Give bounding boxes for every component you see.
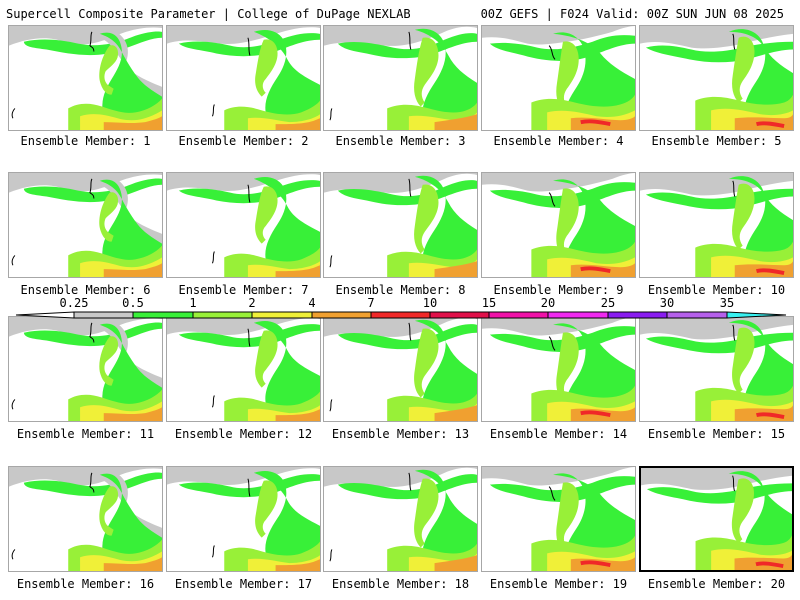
sc-map: [167, 26, 320, 130]
sc-map: [482, 26, 635, 130]
sc-map: [9, 467, 162, 571]
sc-map: [9, 317, 162, 421]
ensemble-member-label: Ensemble Member: 1: [20, 134, 151, 148]
ensemble-panel[interactable]: [166, 172, 321, 278]
ensemble-panel[interactable]: [481, 172, 636, 278]
page-title: Supercell Composite Parameter | College …: [6, 7, 411, 21]
ensemble-member-label: Ensemble Member: 16: [16, 577, 155, 591]
colorbar-tick-label: 2: [248, 296, 256, 310]
colorbar-tick-label: 7: [367, 296, 375, 310]
ensemble-panel[interactable]: [323, 316, 478, 422]
colorbar-tick-label: 25: [600, 296, 616, 310]
sc-map: [482, 173, 635, 277]
sc-map: [641, 468, 792, 570]
ensemble-member-label: Ensemble Member: 15: [647, 427, 786, 441]
sc-map: [324, 317, 477, 421]
ensemble-panel[interactable]: [166, 316, 321, 422]
sc-map: [9, 26, 162, 130]
colorbar-tick-label: 10: [422, 296, 438, 310]
header-bar: Supercell Composite Parameter | College …: [0, 0, 800, 25]
colorbar-tick-label: 1: [189, 296, 197, 310]
colorbar-tick-label: 0.5: [122, 296, 144, 310]
ensemble-panel[interactable]: [639, 316, 794, 422]
sc-map: [167, 173, 320, 277]
ensemble-panel[interactable]: [639, 25, 794, 131]
sc-map: [640, 317, 793, 421]
sc-map: [482, 317, 635, 421]
ensemble-panel[interactable]: [639, 466, 794, 572]
ensemble-panel[interactable]: [639, 172, 794, 278]
sc-map: [324, 173, 477, 277]
ensemble-panel[interactable]: [8, 466, 163, 572]
sc-map: [482, 467, 635, 571]
colorbar-tick-label: 4: [308, 296, 316, 310]
ensemble-member-label: Ensemble Member: 2: [178, 134, 309, 148]
ensemble-member-label: Ensemble Member: 8: [335, 283, 466, 297]
ensemble-member-label: Ensemble Member: 4: [493, 134, 624, 148]
sc-map: [640, 173, 793, 277]
ensemble-panel[interactable]: [166, 466, 321, 572]
sc-map: [9, 173, 162, 277]
colorbar-tick-label: 30: [659, 296, 675, 310]
ensemble-panel[interactable]: [323, 466, 478, 572]
ensemble-member-label: Ensemble Member: 3: [335, 134, 466, 148]
ensemble-member-label: Ensemble Member: 12: [174, 427, 313, 441]
ensemble-panel[interactable]: [481, 466, 636, 572]
colorbar-tick-label: 15: [481, 296, 497, 310]
ensemble-panel[interactable]: [481, 316, 636, 422]
sc-map: [167, 317, 320, 421]
ensemble-member-label: Ensemble Member: 18: [331, 577, 470, 591]
colorbar-tick-label: 0.25: [59, 296, 89, 310]
ensemble-panel[interactable]: [8, 172, 163, 278]
ensemble-member-label: Ensemble Member: 7: [178, 283, 309, 297]
ensemble-panel[interactable]: [166, 25, 321, 131]
ensemble-panel[interactable]: [481, 25, 636, 131]
ensemble-panel[interactable]: [8, 25, 163, 131]
sc-map: [640, 26, 793, 130]
ensemble-panel[interactable]: [8, 316, 163, 422]
run-info: 00Z GEFS | F024 Valid: 00Z SUN JUN 08 20…: [480, 7, 784, 21]
sc-map: [324, 467, 477, 571]
ensemble-member-label: Ensemble Member: 9: [493, 283, 624, 297]
ensemble-member-label: Ensemble Member: 10: [647, 283, 786, 297]
ensemble-member-label: Ensemble Member: 6: [20, 283, 151, 297]
ensemble-member-label: Ensemble Member: 14: [489, 427, 628, 441]
sc-map: [167, 467, 320, 571]
ensemble-panel[interactable]: [323, 25, 478, 131]
colorbar-tick-label: 35: [719, 296, 735, 310]
ensemble-member-label: Ensemble Member: 17: [174, 577, 313, 591]
ensemble-member-label: Ensemble Member: 13: [331, 427, 470, 441]
ensemble-panel[interactable]: [323, 172, 478, 278]
ensemble-member-label: Ensemble Member: 5: [651, 134, 782, 148]
ensemble-member-label: Ensemble Member: 20: [647, 577, 786, 591]
sc-map: [324, 26, 477, 130]
ensemble-member-label: Ensemble Member: 11: [16, 427, 155, 441]
colorbar-tick-label: 20: [540, 296, 556, 310]
ensemble-member-label: Ensemble Member: 19: [489, 577, 628, 591]
